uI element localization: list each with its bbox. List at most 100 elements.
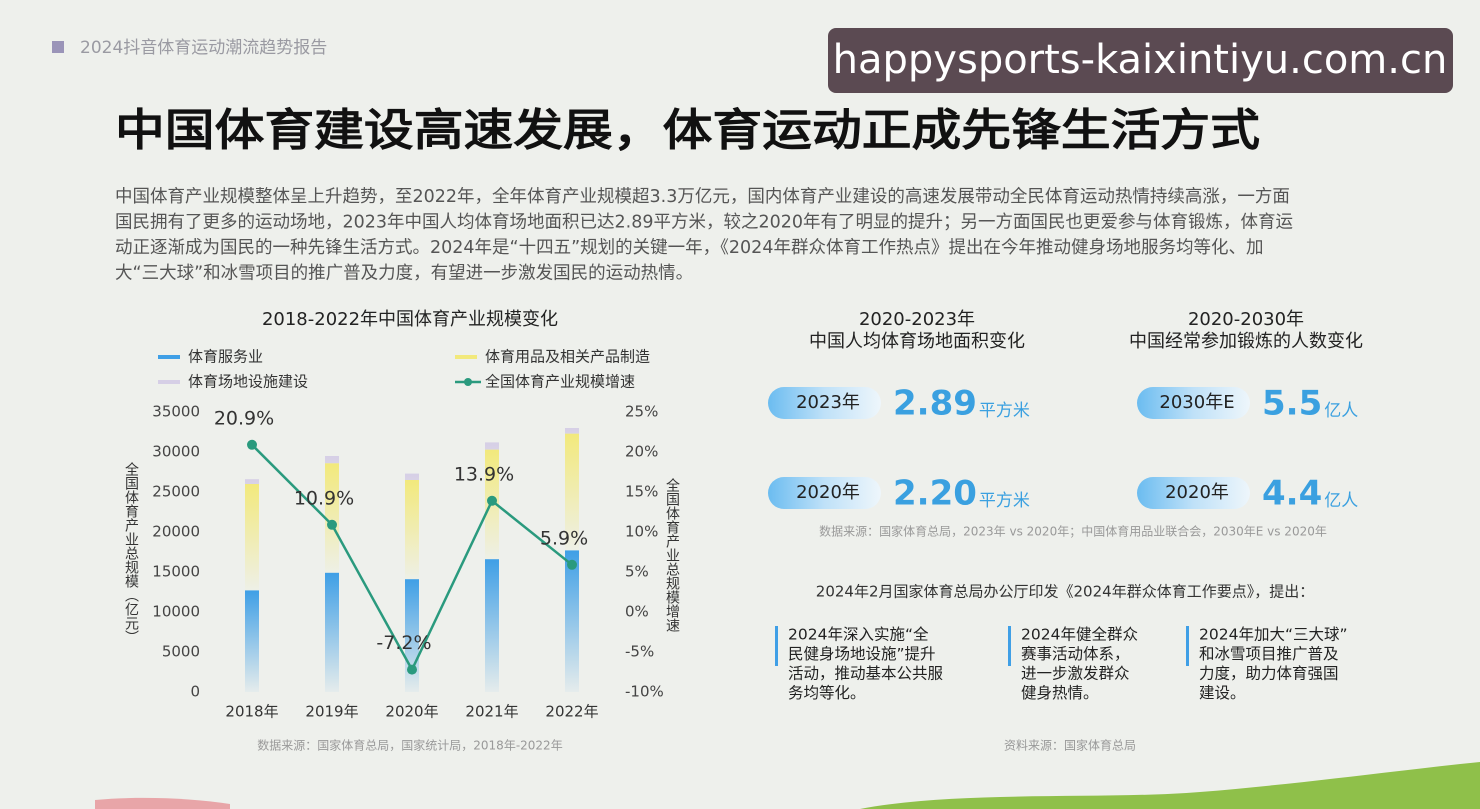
data-label: 10.9% bbox=[294, 487, 354, 509]
stat-year: 2020年 bbox=[796, 482, 860, 503]
stat-value: 2.20 bbox=[893, 474, 977, 514]
legend-label: 体育用品及相关产品制造 bbox=[485, 348, 650, 366]
intro-line: 中国体育产业规模整体呈上升趋势，至2022年，全年体育产业规模超3.3万亿元，国… bbox=[115, 187, 1290, 207]
stat-value: 4.4 bbox=[1262, 474, 1322, 514]
report-name: 2024抖音体育运动潮流趋势报告 bbox=[80, 38, 327, 58]
point-line: 2024年深入实施“全 bbox=[788, 626, 929, 644]
stat-unit: 平方米 bbox=[979, 401, 1030, 421]
points-source: 资料来源：国家体育总局 bbox=[1004, 738, 1136, 753]
bar-segment bbox=[245, 590, 259, 692]
x-tick-label: 2020年 bbox=[385, 703, 438, 721]
point-line: 务均等化。 bbox=[788, 684, 866, 702]
stat-title: 中国经常参加锻炼的人数变化 bbox=[1129, 331, 1363, 352]
y2-axis-title: 全国体育产业总规模增速 bbox=[664, 477, 680, 633]
y2-tick-label: -10% bbox=[625, 683, 664, 701]
header-icon bbox=[52, 41, 64, 53]
growth-point bbox=[407, 664, 417, 675]
watermark: happysports-kaixintiyu.com.cn bbox=[833, 37, 1448, 83]
y2-tick-label: 25% bbox=[625, 403, 658, 421]
growth-point bbox=[327, 519, 337, 530]
point-line: 进一步激发群众 bbox=[1021, 665, 1130, 683]
legend-swatch bbox=[158, 380, 180, 384]
notice: 2024年2月国家体育总局办公厅印发《2024年群众体育工作要点》，提出： bbox=[816, 583, 1314, 601]
x-tick-label: 2022年 bbox=[545, 703, 598, 721]
growth-point bbox=[487, 495, 497, 506]
page-title: 中国体育建设高速发展，体育运动正成先锋生活方式 bbox=[115, 105, 1260, 156]
point-bar bbox=[775, 626, 778, 666]
legend-swatch bbox=[158, 355, 180, 359]
stat-unit: 平方米 bbox=[979, 491, 1030, 511]
y-axis-title: 全国体育产业总规模（亿元） bbox=[123, 461, 139, 644]
chart-title: 2018-2022年中国体育产业规模变化 bbox=[262, 309, 558, 330]
y2-tick-label: 15% bbox=[625, 483, 658, 501]
point-line: 民健身场地设施”提升 bbox=[788, 645, 936, 663]
y-tick-label: 25000 bbox=[152, 483, 200, 501]
bar-segment bbox=[485, 442, 499, 450]
legend-dot bbox=[464, 378, 472, 386]
intro-line: 国民拥有了更多的运动场地，2023年中国人均体育场地面积已达2.89平方米，较之… bbox=[115, 213, 1293, 233]
data-label: 20.9% bbox=[214, 407, 274, 429]
stat-title: 2020-2030年 bbox=[1188, 309, 1304, 330]
y-tick-label: 20000 bbox=[152, 523, 200, 541]
bar-segment bbox=[325, 572, 339, 692]
stat-value: 5.5 bbox=[1262, 384, 1322, 424]
stat-year: 2030年E bbox=[1159, 392, 1234, 413]
point-line: 2024年健全群众 bbox=[1021, 626, 1138, 644]
x-tick-label: 2021年 bbox=[465, 703, 518, 721]
point-line: 健身热情。 bbox=[1021, 684, 1099, 702]
year-pill bbox=[768, 387, 881, 419]
bar-segment bbox=[325, 463, 339, 573]
data-label: 5.9% bbox=[540, 527, 588, 549]
stat-unit: 亿人 bbox=[1324, 491, 1358, 511]
grass-decoration bbox=[860, 762, 1480, 809]
point-line: 和冰雪项目推广普及 bbox=[1199, 645, 1339, 663]
bar-segment bbox=[245, 479, 259, 484]
bar-segment bbox=[405, 480, 419, 580]
point-bar bbox=[1008, 626, 1011, 666]
y-tick-label: 0 bbox=[190, 683, 200, 701]
x-tick-label: 2019年 bbox=[305, 703, 358, 721]
intro-line: 大“三大球”和冰雪项目的推广普及力度，有望进一步激发国民的运动热情。 bbox=[115, 264, 693, 284]
bar-segment bbox=[325, 456, 339, 464]
bar-segment bbox=[565, 428, 579, 434]
y-tick-label: 15000 bbox=[152, 563, 200, 581]
year-pill bbox=[1137, 387, 1250, 419]
y-tick-label: 35000 bbox=[152, 403, 200, 421]
y-tick-label: 10000 bbox=[152, 603, 200, 621]
bar-segment bbox=[245, 484, 259, 591]
watermark-box bbox=[828, 28, 1453, 93]
legend-label: 全国体育产业规模增速 bbox=[485, 373, 635, 391]
y2-tick-label: 0% bbox=[625, 603, 649, 621]
bar-segment bbox=[565, 550, 579, 692]
x-tick-label: 2018年 bbox=[225, 703, 278, 721]
point-line: 建设。 bbox=[1199, 684, 1246, 702]
data-label: 13.9% bbox=[454, 463, 514, 485]
y2-tick-label: 5% bbox=[625, 563, 649, 581]
year-pill bbox=[768, 477, 881, 509]
bar-segment bbox=[405, 473, 419, 480]
legend-label: 体育场地设施建设 bbox=[188, 373, 308, 391]
legend-label: 体育服务业 bbox=[188, 348, 263, 366]
point-line: 2024年加大“三大球” bbox=[1199, 626, 1348, 644]
data-label: -7.2% bbox=[376, 632, 431, 654]
stat-value: 2.89 bbox=[893, 384, 977, 424]
point-line: 活动，推动基本公共服 bbox=[788, 665, 944, 683]
point-line: 赛事活动体系， bbox=[1021, 644, 1130, 663]
bar-segment bbox=[485, 559, 499, 692]
intro-line: 动正逐渐成为国民的一种先锋生活方式。2024年是“十四五”规划的关键一年，《20… bbox=[115, 238, 1263, 258]
growth-point bbox=[247, 439, 257, 450]
y-tick-label: 5000 bbox=[162, 643, 200, 661]
stat-year: 2023年 bbox=[796, 392, 860, 413]
stat-unit: 亿人 bbox=[1324, 401, 1358, 421]
point-line: 力度，助力体育强国 bbox=[1199, 665, 1339, 683]
y2-tick-label: 10% bbox=[625, 523, 658, 541]
y2-tick-label: 20% bbox=[625, 443, 658, 461]
legend-swatch bbox=[455, 355, 477, 359]
y-tick-label: 30000 bbox=[152, 443, 200, 461]
stats-source: 数据来源：国家体育总局，2023年 vs 2020年；中国体育用品业联合会，20… bbox=[819, 524, 1327, 539]
bar-segment bbox=[565, 433, 579, 551]
stat-title: 2020-2023年 bbox=[859, 309, 975, 330]
chart-source: 数据来源：国家体育总局，国家统计局，2018年-2022年 bbox=[257, 738, 562, 753]
